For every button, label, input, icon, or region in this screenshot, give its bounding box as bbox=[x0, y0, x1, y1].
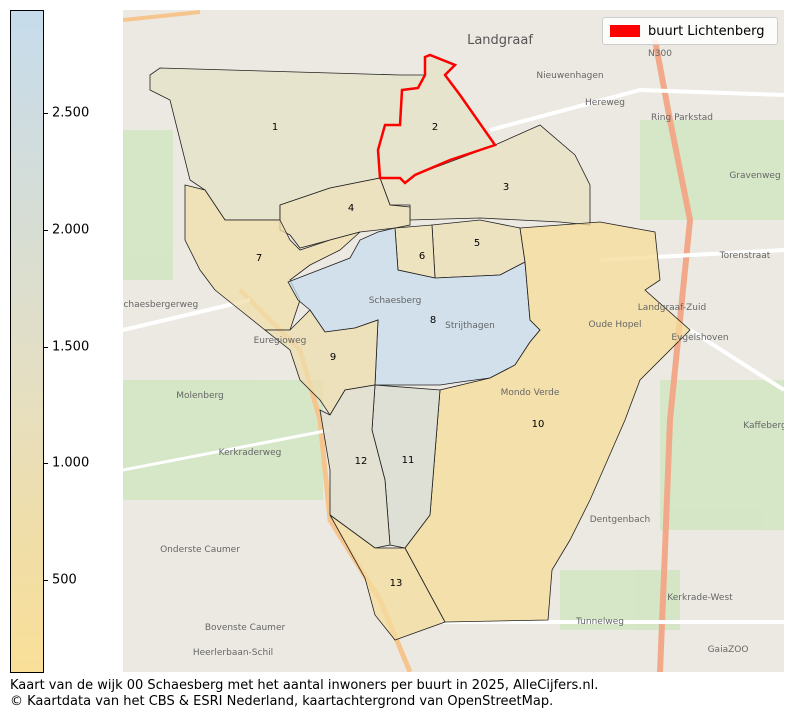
map-label: Landgraaf bbox=[467, 33, 533, 48]
map-label: Landgraaf-Zuid bbox=[638, 303, 706, 313]
map-label: Mondo Verde bbox=[501, 388, 560, 398]
map-label: Oude Hopel bbox=[589, 320, 642, 330]
map-label: Euregioweg bbox=[254, 336, 307, 346]
neighbourhood-label: 9 bbox=[330, 352, 336, 363]
neighbourhood-12[interactable] bbox=[319, 384, 391, 549]
neighbourhood-labels: 1 2 3 4 5 6 7 8 9 10 11 12 13 bbox=[256, 122, 545, 589]
colorbar-tick-label: 2.000 bbox=[52, 222, 90, 238]
neighbourhood-label: 11 bbox=[402, 455, 415, 466]
map-label: Molenberg bbox=[176, 391, 224, 401]
map-label: Onderste Caumer bbox=[160, 545, 240, 555]
caption-attribution: © Kaartdata van het CBS & ESRI Nederland… bbox=[10, 694, 554, 709]
map-label: Tunnelweg bbox=[575, 617, 624, 627]
colorbar-tick bbox=[43, 113, 48, 114]
map-label: Kerkrade-West bbox=[667, 593, 733, 603]
map-label: N300 bbox=[648, 49, 672, 59]
neighbourhood-label: 2 bbox=[432, 122, 438, 133]
neighbourhood-13[interactable] bbox=[329, 514, 446, 641]
neighbourhood-label: 5 bbox=[474, 238, 480, 249]
legend: buurt Lichtenberg bbox=[602, 17, 778, 45]
map-place-labels: Landgraaf Nieuwenhagen Schaesberg Strijt… bbox=[118, 33, 787, 658]
neighbourhood-10[interactable] bbox=[404, 221, 691, 623]
map-label: Schaesberg bbox=[369, 296, 422, 306]
basemap-greens bbox=[123, 120, 784, 630]
colorbar-tick bbox=[43, 347, 48, 348]
neighbourhood-4[interactable] bbox=[279, 177, 411, 249]
colorbar-tick-label: 500 bbox=[52, 572, 77, 588]
neighbourhood-6[interactable] bbox=[394, 224, 436, 279]
map-label: GaiaZOO bbox=[708, 645, 749, 655]
colorbar-tick bbox=[43, 580, 48, 581]
neighbourhood-label: 7 bbox=[256, 253, 262, 264]
map-label: Dentgenbach bbox=[590, 515, 651, 525]
caption-title: Kaart van de wijk 00 Schaesberg met het … bbox=[10, 678, 599, 693]
colorbar-tick bbox=[43, 230, 48, 231]
neighbourhood-label: 6 bbox=[419, 251, 425, 262]
neighbourhood-label: 4 bbox=[348, 203, 354, 214]
map-label: Heerlerbaan-Schil bbox=[193, 648, 273, 658]
map-label: Nieuwenhagen bbox=[536, 71, 603, 81]
neighbourhood-7[interactable] bbox=[184, 184, 361, 331]
colorbar bbox=[10, 10, 44, 673]
legend-label: buurt Lichtenberg bbox=[648, 23, 765, 39]
neighbourhood-label: 12 bbox=[355, 456, 368, 467]
map-label: Kaffeberg bbox=[743, 421, 787, 431]
neighbourhood-label: 1 bbox=[272, 122, 278, 133]
neighbourhood-label: 8 bbox=[430, 315, 436, 326]
colorbar-tick-label: 2.500 bbox=[52, 105, 90, 121]
lichtenberg-outline bbox=[376, 53, 497, 185]
legend-swatch bbox=[610, 25, 640, 37]
map-label: Strijthagen bbox=[445, 321, 495, 331]
map-label: Eygelshoven bbox=[671, 333, 728, 343]
neighbourhood-label: 3 bbox=[503, 182, 509, 193]
neighbourhood-label: 10 bbox=[532, 419, 545, 430]
colorbar-tick bbox=[43, 463, 48, 464]
colorbar-tick-label: 1.500 bbox=[52, 339, 90, 355]
map-label: Ring Parkstad bbox=[651, 113, 713, 123]
map-label: Bovenste Caumer bbox=[205, 623, 286, 633]
map-label: Torenstraat bbox=[719, 251, 771, 261]
map-label: Hereweg bbox=[585, 98, 625, 108]
map-label: Kerkraderweg bbox=[219, 448, 282, 458]
colorbar-tick-label: 1.000 bbox=[52, 455, 90, 471]
map-label: Gravenweg bbox=[729, 171, 780, 181]
map-label: Schaesbergerweg bbox=[118, 300, 198, 310]
neighbourhood-label: 13 bbox=[390, 578, 403, 589]
